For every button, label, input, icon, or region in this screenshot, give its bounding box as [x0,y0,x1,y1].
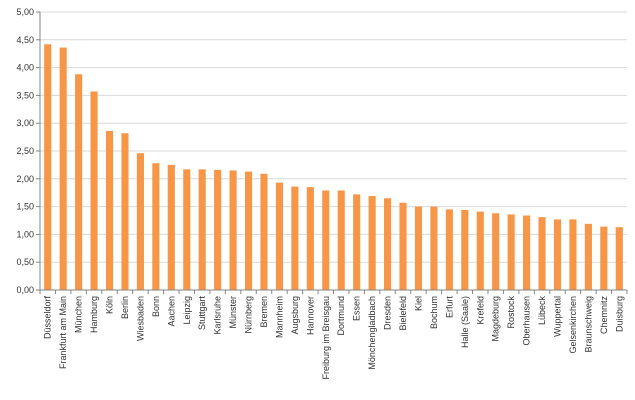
x-tick-label: Karlsruhe [213,296,223,335]
bar [553,219,562,290]
x-tick-label: Mönchengladbach [367,296,377,370]
bar [59,47,67,290]
x-tick-label: Aachen [166,296,176,327]
x-tick-label: Duisburg [614,296,624,332]
bars [44,44,623,291]
x-tick-label: Dresden [383,296,393,330]
bar [445,209,453,290]
bar [600,226,608,290]
y-tick-label: 3,50 [16,90,34,100]
bar [322,190,330,290]
y-tick-label: 3,00 [16,118,34,128]
y-tick-label: 0,50 [16,257,34,267]
axes [39,12,628,294]
x-tick-label: Kiel [413,296,423,311]
x-tick-label: Halle (Saale) [460,296,470,348]
bar [90,91,98,290]
y-tick-label: 2,00 [16,174,34,184]
bar [105,130,114,290]
x-tick-label: Wiesbaden [135,296,145,341]
bar [461,209,469,290]
x-axis-labels: Düsseldorf Frankfurt am Main München Hambur… [43,296,625,380]
bar [306,187,314,290]
x-tick-label: Bonn [151,296,161,317]
x-tick-label: Stuttgart [197,296,207,331]
bar [584,223,592,290]
x-tick-label: Hamburg [89,296,99,333]
bar [167,164,175,290]
x-tick-label: Gelsenkirchen [568,296,578,354]
x-tick-label: Freiburg im Breisgau [321,296,331,380]
bar [44,44,52,290]
bar [275,182,283,290]
bar [414,206,423,290]
x-tick-label: Berlin [120,296,130,319]
x-tick-label: Oberhausen [522,296,532,346]
bar [152,163,160,290]
x-tick-label: Magdeburg [491,296,501,342]
bar [75,74,83,291]
bar [337,190,345,290]
bar [615,227,623,290]
y-tick-label: 0,00 [16,285,34,295]
x-tick-label: Düsseldorf [43,296,53,340]
bar [291,186,299,290]
bar [476,211,484,290]
x-tick-label: Köln [105,296,115,314]
y-tick-label: 4,50 [16,35,34,45]
y-tick-label: 5,00 [16,7,34,17]
x-tick-label: Frankfurt am Main [58,296,68,369]
bar [136,153,144,290]
y-tick-label: 4,00 [16,63,34,73]
x-tick-label: Chemnitz [599,296,609,335]
x-tick-label: Bochum [429,296,439,329]
bar [353,194,361,290]
bar [507,214,515,290]
y-axis-ticks: 0,00 0,50 1,00 1,50 2,00 2,50 3,00 3,50 4,00 4,50… [16,7,40,295]
x-tick-label: Erfurt [444,296,454,319]
bar [244,171,253,290]
x-tick-label: Nürnberg [244,296,254,334]
bar [430,206,438,290]
x-tick-label: Augsburg [290,296,300,335]
bar [569,219,577,290]
x-tick-label: Lübeck [537,296,547,326]
bar [384,198,392,290]
x-tick-label: Wuppertal [552,296,562,337]
bar [492,213,500,290]
x-tick-label: Hannover [305,296,315,335]
y-tick-label: 1,50 [16,202,34,212]
bar [229,170,237,290]
bar [214,169,222,290]
bar [121,133,129,290]
x-tick-label: Mannheim [274,296,284,338]
x-tick-label: Essen [352,296,362,321]
bar [183,169,191,290]
x-tick-label: Krefeld [475,296,485,325]
x-tick-label: Rostock [506,296,516,329]
x-tick-label: München [74,296,84,333]
bar [538,217,546,290]
y-tick-label: 1,00 [16,229,34,239]
x-tick-label: Dortmund [336,296,346,336]
x-tick-label: Braunschweig [583,296,593,353]
y-tick-label: 2,50 [16,146,34,156]
bar [523,215,531,290]
bar [399,202,407,290]
x-tick-label: Leipzig [182,296,192,325]
x-tick-label: Münster [228,296,238,329]
bar [368,196,376,290]
bar [260,173,268,290]
bar [198,169,206,290]
x-tick-label: Bremen [259,296,269,328]
x-tick-label: Bielefeld [398,296,408,331]
